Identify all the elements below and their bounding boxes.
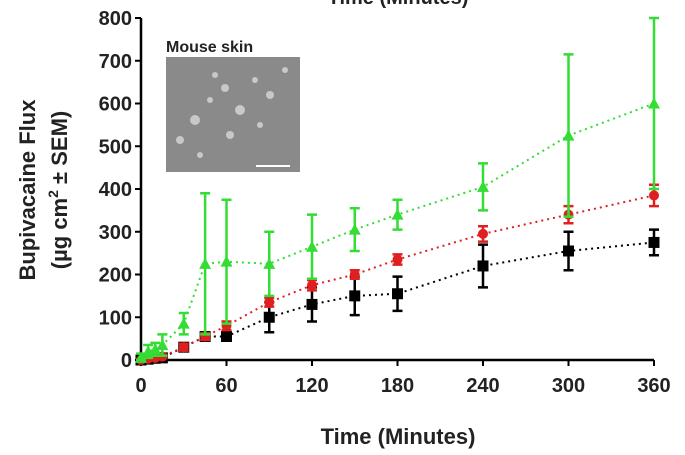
point xyxy=(391,208,404,220)
series xyxy=(135,228,660,366)
point xyxy=(563,245,574,257)
x-tick-label: 0 xyxy=(135,375,146,397)
point xyxy=(149,343,162,355)
inset-label: Mouse skin xyxy=(166,39,253,56)
point xyxy=(178,342,189,353)
point xyxy=(199,257,212,269)
point xyxy=(307,280,317,291)
x-tick-label: 300 xyxy=(552,375,585,397)
point xyxy=(648,97,660,109)
point xyxy=(348,223,361,235)
y-tick-label: 600 xyxy=(99,94,132,116)
point xyxy=(156,339,169,351)
x-tick-label: 60 xyxy=(215,375,237,397)
inset: Mouse skin xyxy=(166,39,300,172)
point xyxy=(263,311,275,323)
series xyxy=(135,16,660,363)
y-tick-label: 0 xyxy=(121,350,132,372)
point xyxy=(264,297,275,308)
point xyxy=(477,180,489,192)
y-tick-label: 400 xyxy=(99,179,132,201)
point xyxy=(349,269,360,280)
y-axis-unit: (µg cm2 ± SEM) xyxy=(45,111,72,269)
point xyxy=(349,290,361,302)
x-tick-label: 120 xyxy=(295,375,328,397)
x-axis-label: Time (Minutes) xyxy=(321,424,476,449)
y-tick-label: 700 xyxy=(99,51,132,73)
point xyxy=(562,129,575,141)
point xyxy=(649,190,659,201)
point xyxy=(392,254,403,265)
y-tick-label: 200 xyxy=(99,265,132,287)
y-unit-post: ± SEM) xyxy=(47,111,72,190)
y-axis-label: Bupivacaine Flux xyxy=(15,99,40,281)
y-unit-sup: 2 xyxy=(45,190,61,198)
y-tick-label: 100 xyxy=(99,307,132,329)
point xyxy=(263,257,276,269)
top-label: Time (Minutes) xyxy=(328,0,469,9)
x-tick-label: 180 xyxy=(381,375,414,397)
x-tick-label: 360 xyxy=(637,375,670,397)
x-tick-label: 240 xyxy=(466,375,499,397)
inset-image xyxy=(166,57,300,172)
point xyxy=(220,255,233,267)
point xyxy=(306,298,318,310)
y-unit-pre: (µg cm xyxy=(47,198,72,269)
series-line xyxy=(140,241,655,361)
point xyxy=(135,351,147,363)
y-tick-label: 500 xyxy=(99,136,132,158)
inset-texture xyxy=(176,67,288,158)
y-tick-label: 300 xyxy=(99,222,132,244)
point xyxy=(177,317,190,329)
series xyxy=(136,183,659,365)
point xyxy=(648,236,660,248)
point xyxy=(478,228,488,239)
point xyxy=(221,330,232,342)
point xyxy=(306,240,318,252)
point xyxy=(477,260,489,272)
y-tick-label: 800 xyxy=(99,8,132,30)
point xyxy=(392,288,403,300)
